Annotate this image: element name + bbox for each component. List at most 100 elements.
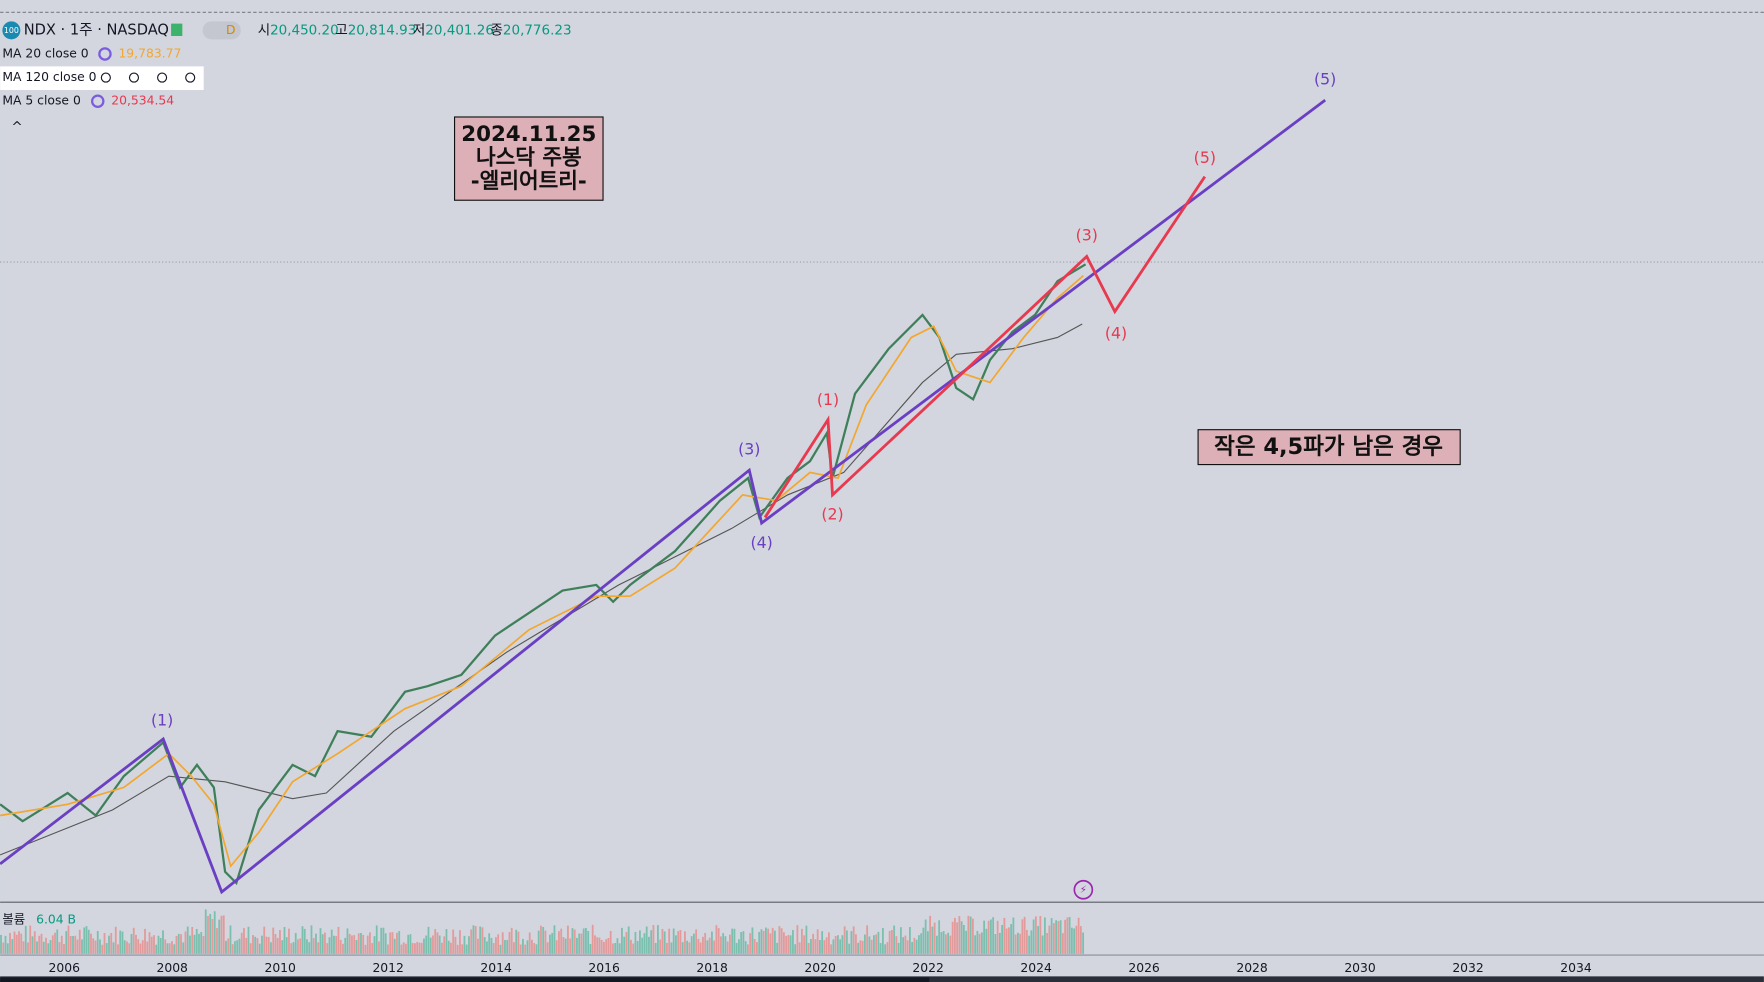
event-icon[interactable] xyxy=(1073,879,1094,900)
volume-bar xyxy=(267,936,270,954)
volume-bar xyxy=(90,933,92,954)
volume-bar xyxy=(443,936,446,954)
volume-bar xyxy=(225,940,227,954)
volume-bar xyxy=(632,943,635,954)
volume-bar xyxy=(729,934,731,954)
volume-bar xyxy=(922,927,925,954)
volume-bar xyxy=(1055,920,1058,954)
volume-bar xyxy=(438,935,441,954)
volume-bar xyxy=(652,925,655,954)
volume-bar xyxy=(463,935,466,954)
volume-bar xyxy=(738,939,740,954)
volume-bar xyxy=(612,943,614,954)
volume-bar xyxy=(735,942,738,954)
volume-bar xyxy=(594,935,596,954)
volume-bar xyxy=(675,935,677,954)
volume-bar xyxy=(542,927,545,954)
volume-bar xyxy=(258,943,261,954)
ohlc-label: 저 xyxy=(413,22,425,38)
volume-bar xyxy=(713,940,716,954)
volume-bar xyxy=(899,927,902,954)
volume-bar xyxy=(490,937,493,954)
volume-bar xyxy=(805,925,808,954)
wave-label: (3) xyxy=(1076,226,1098,245)
volume-bar xyxy=(785,935,788,954)
event-glyph[interactable]: ⚡ xyxy=(1080,885,1087,896)
volume-bar xyxy=(915,939,918,954)
indicator-control[interactable] xyxy=(100,72,111,83)
volume-bar xyxy=(944,934,947,954)
volume-bar xyxy=(515,929,518,954)
volume-bar xyxy=(58,942,61,954)
volume-bar xyxy=(263,926,266,954)
volume-bar xyxy=(816,929,819,954)
volume-bar xyxy=(771,927,774,954)
volume-bar xyxy=(562,937,565,954)
volume-bar xyxy=(823,940,826,954)
indicator-icon[interactable] xyxy=(98,47,112,61)
ohlc-value: 20,401.26 xyxy=(425,22,494,38)
scrollbar xyxy=(0,977,930,982)
volume-bar xyxy=(364,944,367,954)
volume-bar xyxy=(362,934,365,954)
x-tick-label: 2020 xyxy=(804,961,836,975)
volume-bar xyxy=(441,942,443,954)
volume-bar xyxy=(679,930,682,954)
volume-bar xyxy=(1070,927,1073,954)
volume-bar xyxy=(292,942,295,954)
volume-bar xyxy=(843,926,846,954)
volume-bar xyxy=(378,941,380,954)
volume-bar xyxy=(1021,919,1024,954)
volume-bar xyxy=(456,944,459,954)
volume-bar xyxy=(636,940,639,954)
volume-bar xyxy=(49,940,52,954)
volume-bar xyxy=(65,931,68,954)
volume-bar xyxy=(81,939,83,954)
volume-bar xyxy=(857,942,860,954)
volume-bar xyxy=(522,938,524,954)
volume-bar xyxy=(852,926,855,954)
volume-bar xyxy=(283,926,286,954)
volume-bar xyxy=(1034,916,1037,954)
volume-bar xyxy=(432,935,434,954)
volume-bar xyxy=(418,942,421,954)
collapse[interactable]: ^ xyxy=(11,119,22,135)
volume-bar xyxy=(794,944,797,954)
indicator-control[interactable] xyxy=(185,72,196,83)
volume-bar xyxy=(132,927,135,954)
ohlc-value: 20,776.23 xyxy=(503,22,572,38)
volume-bar xyxy=(202,935,205,954)
volume-bar xyxy=(366,935,369,954)
volume-bar xyxy=(310,925,313,954)
symbol: NDX · 1주 · NASDAQ xyxy=(24,21,169,38)
volume-bar xyxy=(76,939,79,954)
volume-bar xyxy=(303,928,306,954)
volume-bar xyxy=(690,936,693,954)
wave-label: (3) xyxy=(738,439,760,458)
volume-bar xyxy=(348,933,351,954)
wave-label: (5) xyxy=(1194,148,1216,167)
volume-bar xyxy=(906,940,909,954)
volume-bar xyxy=(879,943,882,954)
volume-bar xyxy=(333,935,335,954)
interval-pill xyxy=(202,21,241,40)
volume-bar xyxy=(855,934,857,954)
volume-bar xyxy=(1048,925,1051,954)
volume-bar xyxy=(171,941,173,954)
volume-bar xyxy=(672,928,675,954)
volume-bar xyxy=(904,935,907,954)
volume-bar xyxy=(600,939,603,954)
volume-bar xyxy=(882,928,884,954)
indicator-control[interactable] xyxy=(157,72,168,83)
volume-bar xyxy=(917,935,920,954)
volume-bar xyxy=(69,936,72,954)
indicator-control[interactable] xyxy=(128,72,140,83)
indicator-icon[interactable] xyxy=(91,94,105,108)
volume-bar xyxy=(1041,935,1044,954)
volume-bar xyxy=(204,909,207,954)
volume-bar xyxy=(864,934,866,954)
volume-bar xyxy=(861,940,864,954)
volume-bar xyxy=(78,929,81,954)
volume-bar xyxy=(789,935,792,954)
volume-bar xyxy=(155,944,158,954)
